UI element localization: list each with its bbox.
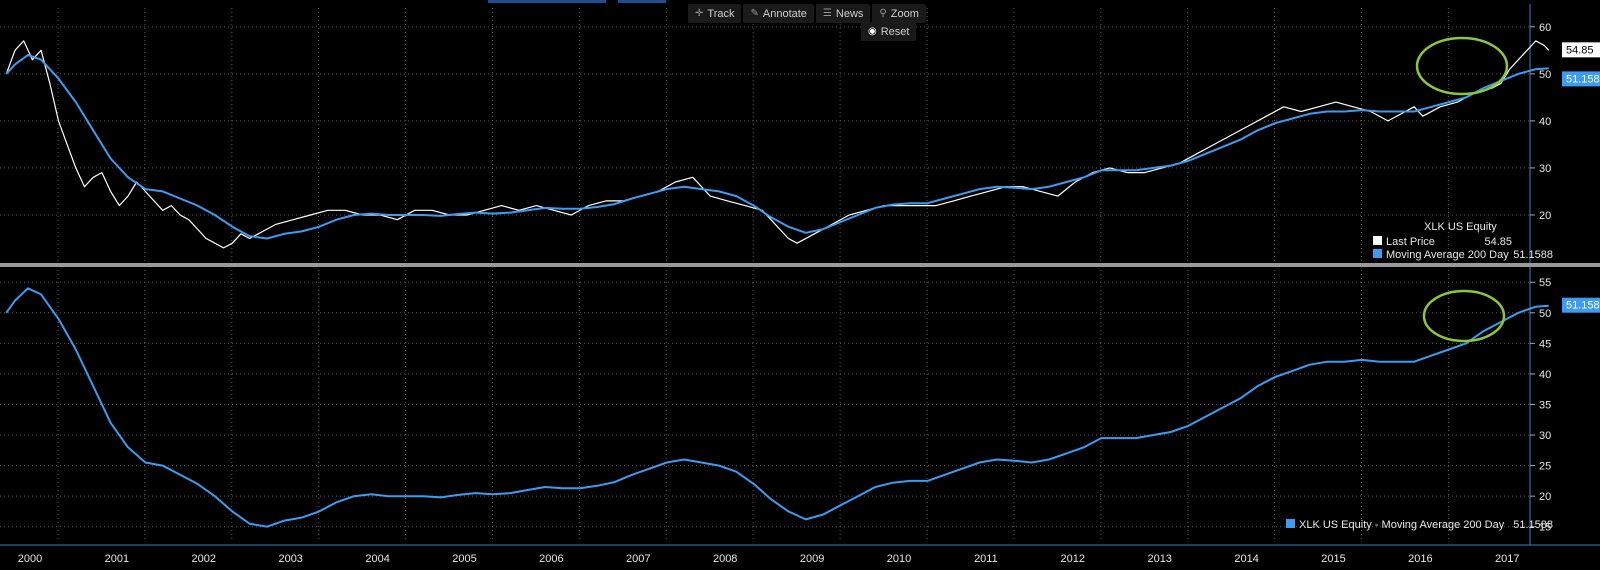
legend-value-moving-average: 51.1588 (1513, 249, 1553, 261)
bottom-y-tick-label: 45 (1539, 338, 1551, 350)
chart-toolbar: ✛ Track ✎ Annotate ☰ News ⚲ Zoom (688, 4, 926, 23)
legend-swatch-bottom-moving-average (1286, 519, 1295, 528)
news-icon: ☰ (822, 8, 832, 19)
legend-swatch-moving-average (1373, 249, 1382, 258)
legend-value-bottom-moving-average: 51.1588 (1513, 519, 1553, 531)
track-label: Track (707, 7, 735, 20)
top-y-tick-label: 40 (1539, 116, 1551, 128)
last-price-axis-tag (1562, 42, 1600, 58)
ma-axis-tag (1562, 71, 1600, 87)
crosshair-icon: ✛ (695, 8, 704, 19)
last-price-axis-tag-label: 54.85 (1566, 44, 1594, 56)
x-tick-label: 2003 (278, 553, 302, 565)
bottom-y-tick-label: 50 (1539, 308, 1551, 320)
top-y-tick-label: 50 (1539, 69, 1551, 81)
annotate-button[interactable]: ✎ Annotate (743, 4, 814, 23)
reset-button[interactable]: ◉ Reset (861, 22, 917, 41)
last-price-series-line[interactable] (5, 40, 1550, 249)
top-tab-indicator-1[interactable] (488, 0, 606, 3)
top-y-tick-label: 60 (1539, 22, 1551, 34)
bottom-highlight-ellipse (1422, 289, 1506, 343)
x-tick-label: 2017 (1495, 553, 1519, 565)
x-tick-label: 2016 (1408, 553, 1432, 565)
bottom-ma-axis-tag-label: 51.158 (1566, 300, 1600, 312)
bottom-y-tick-label: 35 (1539, 399, 1551, 411)
bottom-y-tick-label: 40 (1539, 369, 1551, 381)
x-tick-label: 2005 (452, 553, 476, 565)
legend-label-bottom-moving-average: XLK US Equity - Moving Average 200 Day (1299, 519, 1505, 531)
top-legend-title: XLK US Equity (1424, 221, 1497, 233)
bottom-y-tick-label: 30 (1539, 430, 1551, 442)
x-tick-label: 2002 (192, 553, 216, 565)
top-y-tick-label: 30 (1539, 163, 1551, 175)
x-tick-label: 2015 (1321, 553, 1345, 565)
x-tick-label: 2007 (626, 553, 650, 565)
zoom-button[interactable]: ⚲ Zoom (872, 4, 926, 23)
bottom-ma-axis-tag (1562, 297, 1600, 313)
pencil-icon: ✎ (750, 8, 759, 19)
track-button[interactable]: ✛ Track (688, 4, 742, 23)
x-tick-label: 2014 (1234, 553, 1258, 565)
reset-label: Reset (880, 25, 910, 38)
x-tick-label: 2008 (713, 553, 737, 565)
bottom-y-tick-label: 20 (1539, 491, 1551, 503)
chart-toolbar-secondary: ◉ Reset (861, 22, 917, 41)
ma-axis-tag-label: 51.1588 (1566, 73, 1600, 85)
bottom-y-tick-label: 25 (1539, 461, 1551, 473)
reset-icon: ◉ (868, 26, 877, 37)
legend-label-last-price: Last Price (1386, 236, 1435, 248)
news-label: News (835, 7, 864, 20)
panel-divider[interactable] (0, 263, 1600, 267)
x-tick-label: 2004 (365, 553, 389, 565)
legend-swatch-last-price (1373, 236, 1382, 245)
top-y-tick-label: 20 (1539, 210, 1551, 222)
magnifier-icon: ⚲ (879, 8, 887, 19)
x-tick-label: 2001 (105, 553, 129, 565)
legend-label-moving-average: Moving Average 200 Day (1386, 249, 1509, 261)
news-button[interactable]: ☰ News (815, 4, 871, 23)
top-highlight-ellipse (1415, 36, 1509, 96)
x-tick-label: 2011 (974, 553, 998, 565)
x-tick-label: 2012 (1061, 553, 1085, 565)
bottom-y-tick-label: 15 (1539, 522, 1551, 534)
x-tick-label: 2006 (539, 553, 563, 565)
x-tick-label: 2009 (800, 553, 824, 565)
moving-average-series-line[interactable] (5, 54, 1549, 240)
x-tick-label: 2013 (1147, 553, 1171, 565)
x-tick-label: 2010 (887, 553, 911, 565)
bottom-y-tick-label: 55 (1539, 277, 1551, 289)
bottom-moving-average-series-line[interactable] (5, 287, 1549, 528)
legend-value-last-price: 54.85 (1484, 236, 1512, 248)
annotate-label: Annotate (762, 7, 807, 20)
zoom-label: Zoom (890, 7, 919, 20)
x-tick-label: 2000 (18, 553, 42, 565)
top-tab-indicator-2[interactable] (618, 0, 666, 3)
